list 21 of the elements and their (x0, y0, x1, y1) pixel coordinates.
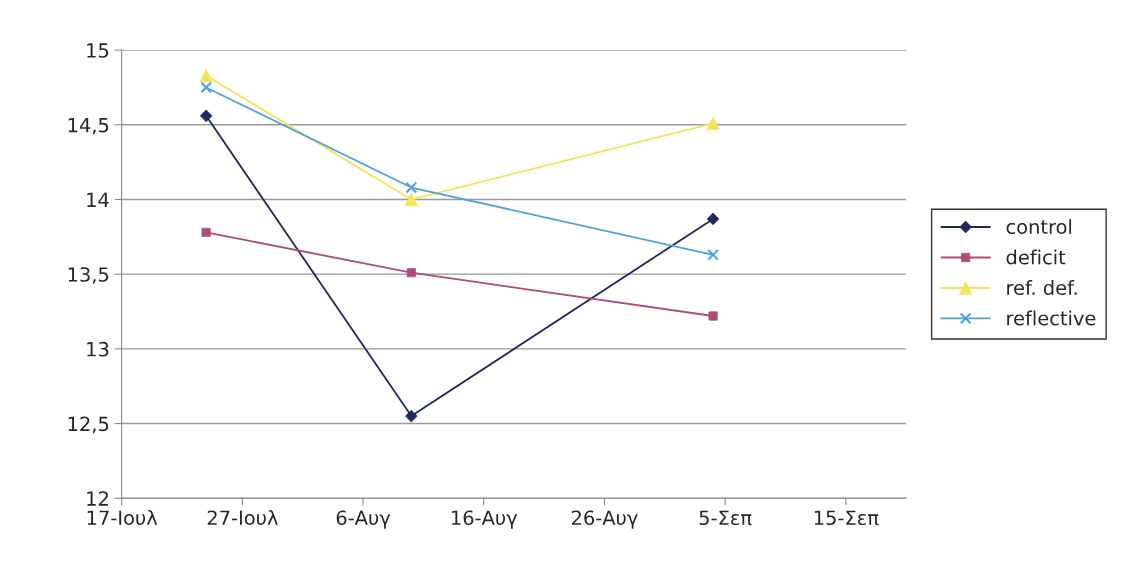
point (200, 81, 213, 94)
x-tick-label: 6-Αυγ (336, 510, 391, 529)
legend-label: reflective (1007, 310, 1096, 326)
y-tick-label: 13,5 (68, 267, 109, 284)
point (707, 248, 719, 261)
legend-label: deficit (1006, 249, 1066, 265)
legend-label: ref. def. (1007, 280, 1077, 296)
point (405, 181, 418, 194)
x-tick-label: 16-Αυγ (451, 510, 518, 529)
y-tick-label: 14 (87, 192, 109, 207)
y-tick-label: 13 (87, 341, 109, 357)
x-tick-label: 15-Σεπ (814, 510, 879, 526)
y-tick-label: 12,5 (68, 416, 109, 434)
legend-label: control (1006, 219, 1072, 235)
x-tick-label: 26-Αυγ (571, 510, 638, 529)
x-tick-label: 27-Ιουλ (207, 510, 278, 526)
y-tick-label: 15 (87, 43, 109, 58)
x-tick-label: 5-Σεπ (699, 510, 752, 526)
x-tick-label: 17-Ιουλ (87, 510, 158, 526)
y-tick-label: 14,5 (68, 118, 109, 135)
y-tick-label: 12 (87, 491, 108, 506)
